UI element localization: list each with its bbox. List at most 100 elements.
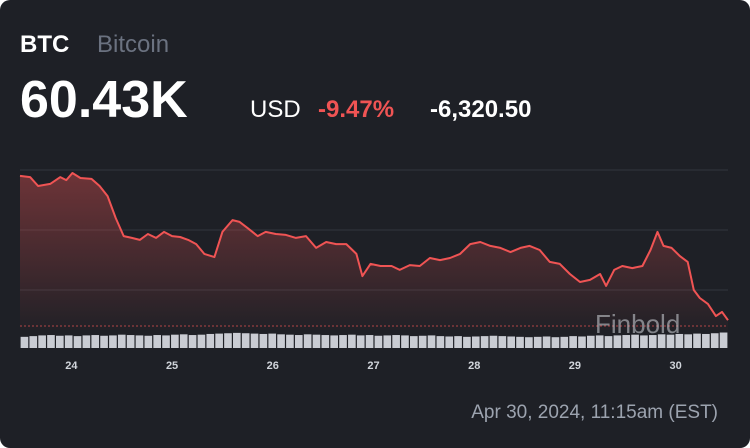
volume-bar [710, 333, 719, 348]
volume-bar [383, 335, 392, 348]
volume-bar [498, 336, 507, 348]
volume-bar [64, 335, 73, 348]
x-tick-label: 25 [166, 360, 178, 372]
volume-bar [47, 335, 55, 348]
volume-bar [73, 336, 82, 348]
volume-bar [401, 335, 409, 348]
volume-bar [489, 335, 498, 348]
volume-bar [454, 336, 462, 348]
volume-bar [666, 334, 675, 348]
volume-bar [356, 335, 365, 348]
volume-bar [675, 333, 684, 348]
volume-bar [91, 335, 100, 348]
asset-name: Bitcoin [97, 31, 169, 58]
volume-bar [595, 335, 604, 348]
volume-bar [82, 335, 91, 348]
volume-bar [542, 336, 551, 348]
volume-bar [551, 337, 560, 348]
volume-bar [277, 334, 285, 348]
volume-bar [693, 333, 701, 348]
volume-bar [312, 334, 321, 348]
price-area [20, 173, 728, 330]
volume-bar [463, 336, 471, 348]
volume-bar [339, 335, 347, 348]
volume-bar [622, 335, 631, 348]
volume-bar [135, 335, 144, 348]
volume-bar [294, 335, 303, 348]
price: 60.43K [20, 71, 188, 129]
volume-bar [657, 334, 666, 348]
volume-bar [100, 335, 108, 348]
volume-bar [631, 334, 639, 348]
volume-bar [418, 335, 427, 348]
x-tick-label: 26 [267, 360, 279, 372]
volume-bar [719, 332, 728, 348]
volume-bar [268, 333, 277, 348]
volume-bar [374, 335, 383, 348]
volume-bar [179, 334, 188, 348]
volume-bar [259, 333, 268, 348]
volume-bar [224, 333, 232, 348]
volume-bar [206, 333, 215, 348]
volume-bar [117, 334, 126, 348]
volume-bar [29, 336, 38, 348]
watermark: Finbold [595, 309, 680, 339]
volume-bar [188, 335, 197, 348]
volume-bar [286, 334, 294, 348]
volume-bar [640, 335, 648, 348]
symbol: BTC [20, 31, 69, 58]
volume-bar [126, 335, 135, 348]
x-tick-label: 24 [65, 360, 78, 372]
volume-bar [684, 334, 692, 348]
x-tick-label: 28 [468, 360, 480, 372]
plot: 24 25 26 27 28 29 30 [19, 172, 729, 372]
x-tick-label: 27 [367, 360, 379, 372]
volume-bar [436, 336, 445, 348]
volume-bar [648, 335, 657, 348]
volume-bar [250, 333, 259, 348]
volume-bar [215, 333, 223, 348]
volume-bar [153, 335, 161, 348]
volume-bar [445, 336, 454, 348]
volume-bar [365, 335, 374, 348]
volume-bar [427, 335, 436, 348]
volume-bar [525, 337, 533, 348]
volume-bar [348, 334, 356, 348]
change: -6,320.50 [430, 96, 531, 123]
volume-bar [241, 333, 250, 348]
x-tick-label: 30 [670, 360, 682, 372]
volume-bar [533, 336, 542, 348]
volume-bar [471, 336, 480, 348]
price-line [19, 172, 729, 321]
volume-bar [109, 335, 117, 348]
volume-bar [233, 332, 241, 348]
volume-bar [410, 336, 418, 348]
volume-bar [702, 333, 710, 348]
x-tick-label: 29 [569, 360, 581, 372]
volume-bar [587, 335, 595, 348]
volume-bar [516, 336, 524, 348]
volume-bar [578, 336, 586, 348]
volume-bar [197, 334, 206, 348]
change-percent: -9.47% [318, 96, 394, 123]
volume-bar [604, 336, 613, 348]
volume-bar [613, 335, 622, 348]
volume-bar [330, 335, 338, 348]
volume-bar [392, 335, 400, 348]
volume-bar [162, 335, 170, 348]
volume-bar [171, 334, 179, 348]
volume-bar [303, 334, 312, 348]
currency: USD [250, 96, 301, 123]
volume-bar [144, 335, 153, 348]
volume-bar [569, 336, 577, 348]
volume-bar [56, 335, 64, 348]
volume-bar [20, 336, 29, 348]
volume-bar [560, 336, 569, 348]
timestamp: Apr 30, 2024, 11:15am (EST) [471, 402, 718, 423]
volume-bar [38, 335, 46, 348]
volume-bar [507, 336, 515, 348]
volume-bar [321, 335, 330, 348]
volume-bar [480, 336, 489, 348]
